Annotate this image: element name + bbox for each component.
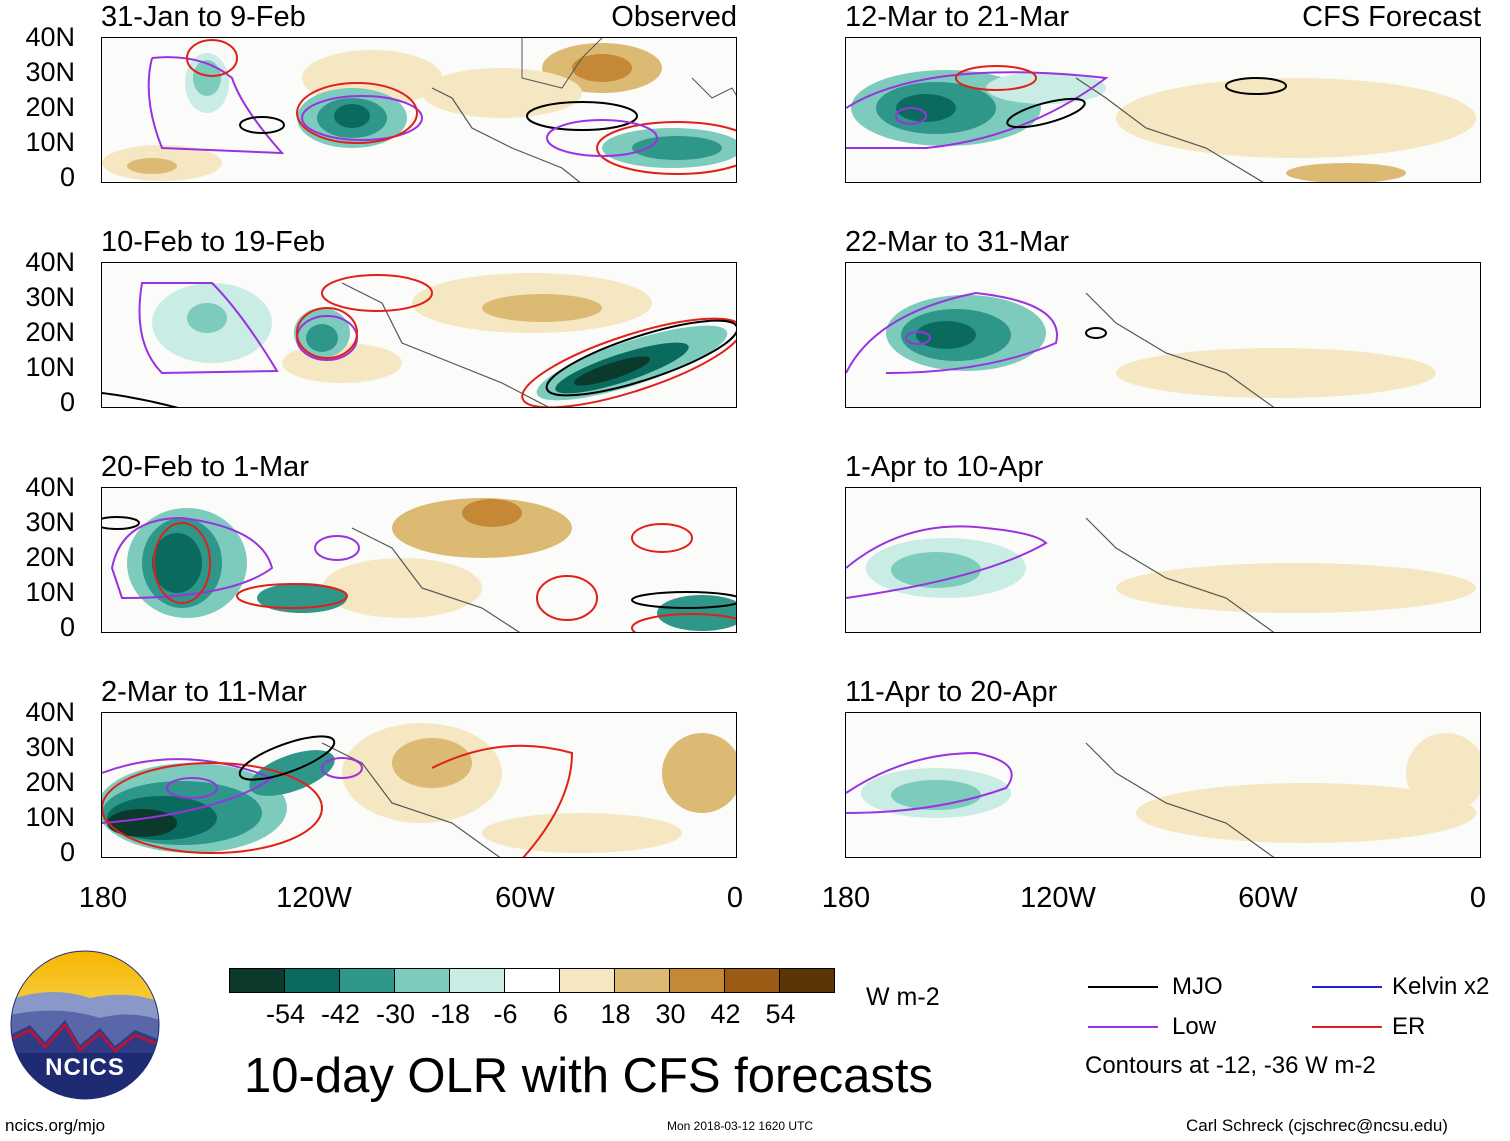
x-tick: 60W xyxy=(495,882,555,914)
colorbar-swatch xyxy=(450,969,505,992)
panel-title: 10-Feb to 19-Feb xyxy=(101,226,326,258)
olr-map xyxy=(845,37,1481,183)
colorbar-swatch xyxy=(725,969,780,992)
olr-map xyxy=(845,262,1481,408)
panel-title: 22-Mar to 31-Mar xyxy=(845,226,1070,258)
legend-line-er xyxy=(1312,1026,1382,1028)
colorbar-units: W m-2 xyxy=(866,983,940,1011)
colorbar-swatch xyxy=(615,969,670,992)
panel-observed-1: 31-Jan to 9-Feb Observed xyxy=(101,1,737,184)
colorbar-swatch xyxy=(395,969,450,992)
colorbar xyxy=(229,968,835,993)
legend-line-low xyxy=(1088,1026,1158,1028)
panel-observed-3: 20-Feb to 1-Mar xyxy=(101,451,737,634)
colorbar-tick: -42 xyxy=(320,999,361,1029)
panel-forecast-2: 22-Mar to 31-Mar xyxy=(845,226,1481,409)
legend-label-kelvin: Kelvin x2 xyxy=(1392,973,1490,1000)
footer-timestamp: Mon 2018-03-12 1620 UTC xyxy=(667,1119,814,1133)
legend-label-low: Low xyxy=(1172,1013,1217,1040)
panel-label-observed: Observed xyxy=(611,1,737,33)
colorbar-tick: 42 xyxy=(710,999,741,1029)
panel-label-forecast: CFS Forecast xyxy=(1302,1,1481,33)
x-tick: 0 xyxy=(726,882,744,914)
olr-map xyxy=(845,712,1481,858)
y-tick: 30N xyxy=(25,732,75,762)
y-tick: 20N xyxy=(25,542,75,572)
x-tick: 120W xyxy=(1020,882,1096,914)
ncics-logo-icon xyxy=(10,950,160,1100)
colorbar-tick: 6 xyxy=(552,999,569,1029)
panel-title: 31-Jan to 9-Feb xyxy=(101,1,306,33)
panel-title: 20-Feb to 1-Mar xyxy=(101,451,309,483)
y-tick: 10N xyxy=(25,352,75,382)
colorbar-swatch xyxy=(230,969,285,992)
contours-note: Contours at -12, -36 W m-2 xyxy=(1085,1052,1376,1079)
x-tick: 60W xyxy=(1238,882,1298,914)
legend-label-er: ER xyxy=(1392,1013,1426,1040)
x-tick: 0 xyxy=(1469,882,1487,914)
colorbar-tick: 18 xyxy=(600,999,631,1029)
panel-title: 2-Mar to 11-Mar xyxy=(101,676,307,708)
footer-credit: Carl Schreck (cjschrec@ncsu.edu) xyxy=(1186,1116,1448,1135)
y-tick: 30N xyxy=(25,57,75,87)
colorbar-tick: 54 xyxy=(765,999,796,1029)
colorbar-tick: -30 xyxy=(375,999,416,1029)
y-tick: 0 xyxy=(59,612,75,642)
colorbar-tick: 30 xyxy=(655,999,686,1029)
panel-title: 1-Apr to 10-Apr xyxy=(845,451,1044,483)
x-tick: 180 xyxy=(821,882,871,914)
colorbar-swatch xyxy=(780,969,834,992)
footer-url[interactable]: ncics.org/mjo xyxy=(5,1116,106,1135)
y-tick: 0 xyxy=(59,837,75,867)
y-tick: 20N xyxy=(25,767,75,797)
y-tick: 30N xyxy=(25,507,75,537)
y-tick: 0 xyxy=(59,162,75,192)
colorbar-swatch xyxy=(560,969,615,992)
y-tick: 40N xyxy=(25,697,75,727)
colorbar-swatch xyxy=(340,969,395,992)
x-tick: 180 xyxy=(78,882,128,914)
y-tick: 0 xyxy=(59,387,75,417)
panel-forecast-4: 11-Apr to 20-Apr xyxy=(845,676,1481,859)
panel-observed-2: 10-Feb to 19-Feb xyxy=(101,226,737,409)
legend-line-mjo xyxy=(1088,986,1158,988)
ncics-logo: NCICS xyxy=(10,950,160,1100)
main-title: 10-day OLR with CFS forecasts xyxy=(244,1049,933,1103)
olr-map xyxy=(101,712,737,858)
y-tick: 20N xyxy=(25,317,75,347)
colorbar-swatch xyxy=(285,969,340,992)
olr-map xyxy=(845,487,1481,633)
y-tick: 20N xyxy=(25,92,75,122)
legend-label-mjo: MJO xyxy=(1172,973,1223,1000)
y-tick: 30N xyxy=(25,282,75,312)
y-tick: 10N xyxy=(25,577,75,607)
colorbar-tick: -54 xyxy=(265,999,306,1029)
colorbar-swatch xyxy=(670,969,725,992)
olr-map xyxy=(101,262,737,408)
olr-map xyxy=(101,487,737,633)
legend-line-kelvin xyxy=(1312,986,1382,988)
x-tick: 120W xyxy=(276,882,352,914)
y-tick: 10N xyxy=(25,802,75,832)
y-tick: 40N xyxy=(25,22,75,52)
colorbar-tick: -6 xyxy=(493,999,518,1029)
olr-map xyxy=(101,37,737,183)
panel-title: 12-Mar to 21-Mar xyxy=(845,1,1070,33)
panel-title: 11-Apr to 20-Apr xyxy=(845,676,1058,708)
y-tick: 40N xyxy=(25,472,75,502)
colorbar-swatch xyxy=(505,969,560,992)
panel-forecast-3: 1-Apr to 10-Apr xyxy=(845,451,1481,634)
panel-forecast-1: 12-Mar to 21-Mar CFS Forecast xyxy=(845,1,1481,184)
colorbar-tick: -18 xyxy=(430,999,471,1029)
y-tick: 10N xyxy=(25,127,75,157)
logo-text: NCICS xyxy=(45,1054,125,1081)
y-tick: 40N xyxy=(25,247,75,277)
panel-observed-4: 2-Mar to 11-Mar xyxy=(101,676,737,859)
